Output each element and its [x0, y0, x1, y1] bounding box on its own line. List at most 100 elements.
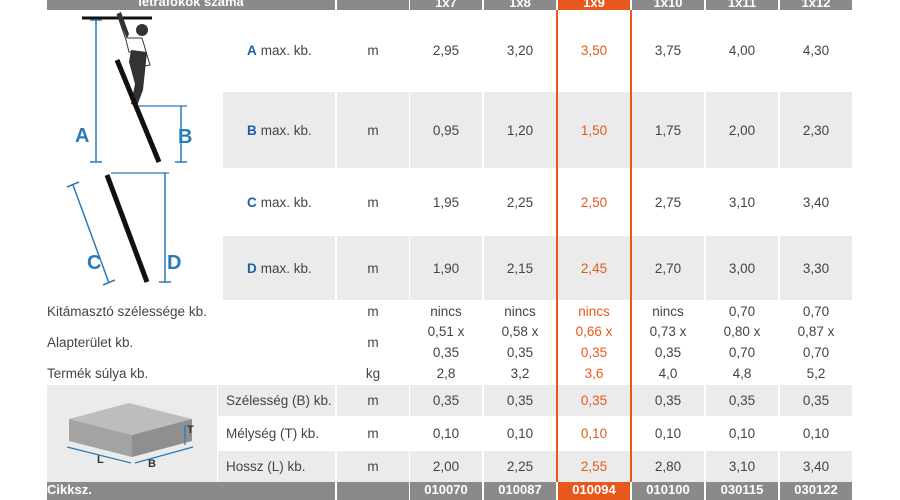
- table-cell: 5,2: [806, 365, 826, 381]
- table-cell: 0,87 x 0,70: [780, 322, 852, 362]
- table-cell-line: 0,80 x: [723, 324, 761, 339]
- header-column-text: 1x11: [727, 0, 757, 10]
- table-cell: 0,70: [728, 303, 756, 319]
- table-cell: 0,35: [632, 385, 704, 416]
- table-cell: 3,75: [654, 42, 682, 58]
- svg-text:B: B: [148, 458, 156, 470]
- row-unit: m: [367, 426, 379, 441]
- table-cell-line: 0,35: [654, 345, 682, 360]
- table-cell: 3,40: [780, 451, 852, 482]
- footer-label: Cikksz.: [47, 482, 335, 500]
- table-cell: 3,30: [780, 236, 852, 300]
- table-cell: 4,00: [728, 42, 756, 58]
- table-cell: 2,55: [558, 451, 630, 482]
- table-cell-line: 0,70: [802, 345, 830, 360]
- table-cell-line: 0,87 x: [797, 324, 835, 339]
- svg-text:B: B: [178, 126, 192, 148]
- header-column-text: 1x10: [653, 0, 683, 10]
- row-label: Kitámasztó szélessége kb.: [47, 303, 207, 319]
- table-cell: 4,30: [802, 42, 830, 58]
- table-cell: 3,00: [706, 236, 778, 300]
- row-letter: A: [247, 42, 257, 58]
- header-column-text: 1x8: [509, 0, 531, 10]
- row-unit: m: [337, 385, 409, 416]
- table-cell: 4,0: [658, 365, 678, 381]
- table-cell-line: 0,70: [728, 345, 756, 360]
- svg-text:D: D: [167, 252, 181, 274]
- row-label-text: max. kb.: [260, 42, 312, 58]
- svg-text:A: A: [75, 125, 89, 147]
- table-cell: 1,20: [484, 92, 556, 168]
- ladder-diagram-svg: A B C D: [66, 12, 192, 286]
- row-label-text: max. kb.: [260, 122, 312, 138]
- table-cell: 0,70: [802, 303, 830, 319]
- table-cell: 2,70: [632, 236, 704, 300]
- table-cell-line: 0,35: [432, 345, 460, 360]
- table-cell: 2,80: [632, 451, 704, 482]
- table-cell: 3,40: [802, 194, 830, 210]
- table-cell: 0,80 x 0,70: [706, 322, 778, 362]
- footer-code: 010087: [484, 482, 556, 500]
- header-column-1x11: 1x11: [706, 0, 778, 10]
- footer-label-text: Cikksz.: [47, 482, 92, 497]
- footer-code: 010070: [410, 482, 482, 500]
- table-cell: 2,15: [484, 236, 556, 300]
- row-label: Termék súlya kb.: [47, 365, 149, 381]
- row-unit: m: [367, 303, 379, 319]
- table-cell: 0,58 x 0,35: [484, 322, 556, 362]
- table-cell: 2,8: [436, 365, 456, 381]
- table-cell: 0,10: [580, 426, 608, 441]
- table-cell: 3,10: [728, 194, 756, 210]
- svg-text:T: T: [187, 424, 194, 436]
- header-column-1x8: 1x8: [484, 0, 556, 10]
- table-cell: 0,10: [506, 426, 534, 441]
- row-letter: D: [247, 260, 257, 276]
- header-column-text: 1x12: [801, 0, 831, 10]
- ladder-diagram: A B C D: [47, 10, 222, 300]
- footer-code: 030122: [780, 482, 852, 500]
- header-column-1x7: 1x7: [410, 0, 482, 10]
- footer-code: 010094: [558, 482, 630, 500]
- table-cell: 0,10: [802, 426, 830, 441]
- table-cell: 2,00: [706, 92, 778, 168]
- table-cell: 0,95: [410, 92, 482, 168]
- row-unit: m: [337, 236, 409, 300]
- table-cell: 0,10: [728, 426, 756, 441]
- table-cell-line: 0,58 x: [501, 324, 539, 339]
- table-cell: 4,8: [732, 365, 752, 381]
- table-cell-line: 0,35: [506, 345, 534, 360]
- header-column-1x9: 1x9: [558, 0, 630, 10]
- table-cell: 3,50: [580, 42, 608, 58]
- table-cell: 2,25: [484, 451, 556, 482]
- table-cell-line: 0,66 x: [575, 324, 613, 339]
- header-column-text: 1x9: [583, 0, 605, 10]
- table-cell: nincs: [504, 303, 536, 319]
- table-cell: 0,35: [558, 385, 630, 416]
- box-diagram-svg: T L B: [66, 403, 194, 470]
- table-cell: 0,35: [410, 385, 482, 416]
- table-cell: 0,10: [432, 426, 460, 441]
- footer-unit-blank: [337, 482, 409, 500]
- row-label: Alapterület kb.: [47, 334, 134, 350]
- table-cell: 0,73 x 0,35: [632, 322, 704, 362]
- table-cell: 2,30: [780, 92, 852, 168]
- row-unit: m: [337, 92, 409, 168]
- box-diagram: T L B: [47, 385, 217, 482]
- table-cell-line: 0,51 x: [427, 324, 465, 339]
- row-label-text: max. kb.: [260, 194, 312, 210]
- table-cell-line: 0,73 x: [649, 324, 687, 339]
- table-cell: 2,95: [432, 42, 460, 58]
- header-column-1x10: 1x10: [632, 0, 704, 10]
- header-column-1x12: 1x12: [780, 0, 852, 10]
- table-cell: 1,90: [410, 236, 482, 300]
- row-unit: m: [367, 194, 379, 210]
- table-cell: 1,75: [632, 92, 704, 168]
- table-cell: 2,00: [410, 451, 482, 482]
- table-cell: nincs: [578, 303, 610, 319]
- table-cell: 2,75: [654, 194, 682, 210]
- table-cell: 0,10: [654, 426, 682, 441]
- table-cell: nincs: [652, 303, 684, 319]
